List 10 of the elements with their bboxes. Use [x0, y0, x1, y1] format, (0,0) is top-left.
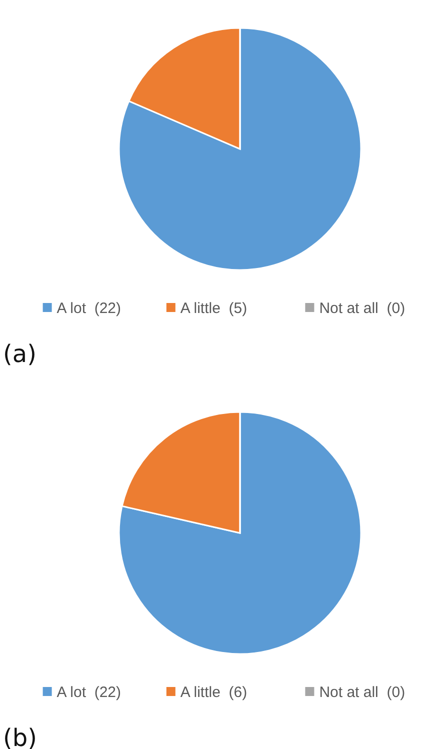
legend-label: A little (6)	[180, 684, 248, 701]
text: (a)	[3, 340, 36, 368]
legend-label: A lot (22)	[56, 684, 122, 701]
legend-label: A lot (22)	[56, 300, 122, 317]
pie-slice	[118, 27, 362, 271]
pie-slice	[118, 411, 362, 655]
legend-label: A little (5)	[180, 300, 248, 317]
text: (b)	[3, 724, 37, 749]
legend-label: Not at all (0)	[319, 684, 406, 701]
legend-label: Not at all (0)	[319, 300, 406, 317]
